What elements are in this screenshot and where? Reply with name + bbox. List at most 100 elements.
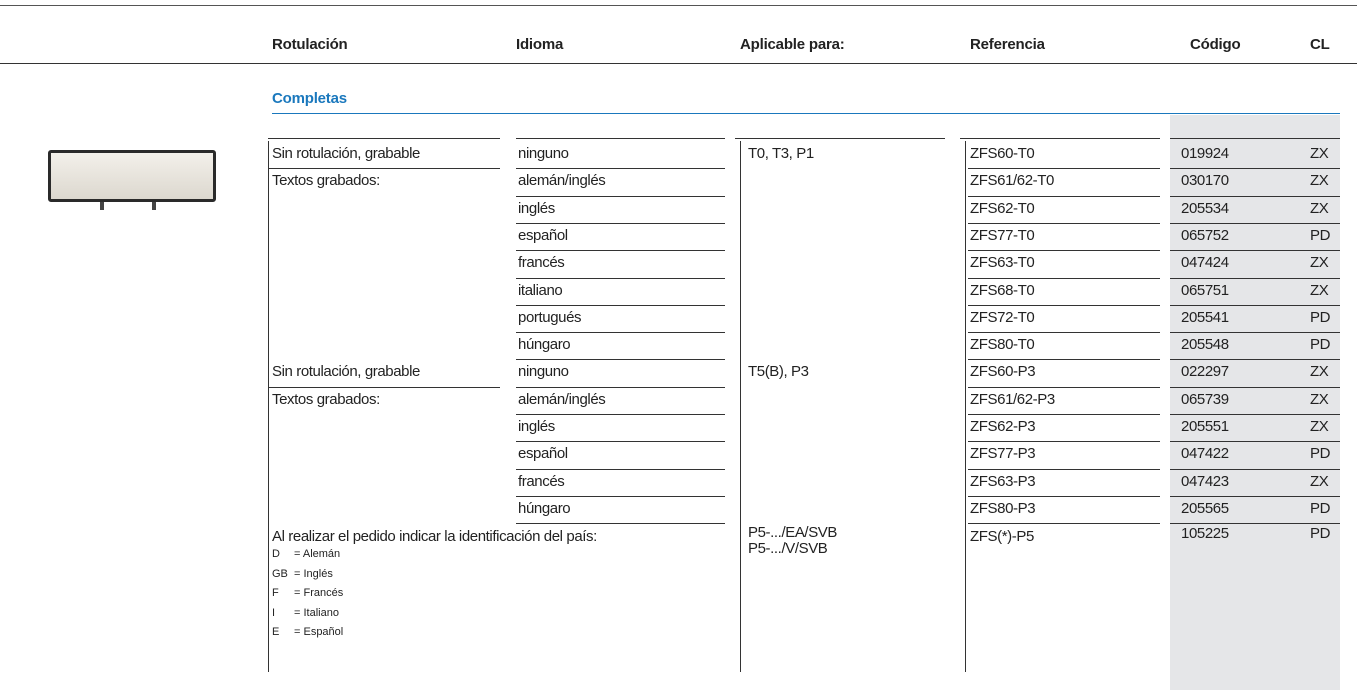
rule [516,304,725,306]
rule [1170,222,1340,224]
rule [516,386,725,388]
reference: ZFS60-P3 [970,363,1036,381]
rule [965,359,966,524]
code: 047423 [1181,472,1229,490]
rule [735,138,945,139]
label: Sin rotulación, grabable [272,363,421,381]
class: PD [1310,445,1331,463]
rule [1170,495,1340,497]
rule [968,304,1160,306]
rule [1170,250,1340,252]
class: ZX [1310,418,1329,435]
code: 022297 [1181,363,1229,381]
column-header: Rotulación [272,36,348,53]
rule [965,523,966,672]
class: ZX [1310,281,1329,299]
rule [516,359,725,361]
column-header: Referencia [970,36,1045,53]
country-name: = Inglés [294,567,333,580]
reference: ZFS62-T0 [970,199,1035,217]
gray-column [1170,115,1340,690]
language: inglés [518,418,555,435]
image-leg [152,202,156,210]
rule [968,386,1160,388]
reference: ZFS80-P3 [970,499,1036,517]
language: alemán/inglés [518,390,606,408]
image-leg [100,202,104,210]
section-title: Completas [272,90,347,107]
country-code: D [272,548,280,561]
rule [516,250,725,252]
code: 205565 [1181,499,1229,517]
rule [968,359,1160,361]
code: 065739 [1181,390,1229,408]
country-code: F [272,587,279,600]
class: ZX [1310,363,1329,381]
rule [268,138,500,139]
reference: ZFS(*)-P5 [970,528,1034,546]
rule [268,386,500,388]
code: 047422 [1181,445,1229,463]
rule [1170,523,1340,525]
top-rule [0,5,1357,6]
rule [516,495,725,497]
rule [968,168,1160,170]
language: ninguno [518,145,569,162]
rule [968,332,1160,334]
class: ZX [1310,172,1329,190]
reference: ZFS60-T0 [970,145,1035,162]
rule [1170,359,1340,361]
reference: ZFS68-T0 [970,281,1035,299]
class: PD [1310,226,1331,244]
label: Sin rotulación, grabable [272,145,421,162]
country-name: = Español [294,626,344,639]
applicable: P5-.../EA/SVB [748,524,838,542]
language: alemán/inglés [518,172,606,190]
rule [968,195,1160,197]
rule [960,138,1160,139]
class: PD [1310,525,1331,543]
rule [516,168,725,170]
reference: ZFS61/62-T0 [970,172,1054,190]
rule [740,523,741,672]
rule [740,359,741,524]
rule [968,222,1160,224]
rule [516,277,725,279]
rule [1170,168,1340,170]
class: ZX [1310,254,1329,272]
country-name: = Italiano [294,606,339,619]
class: ZX [1310,390,1329,408]
language: portugués [518,308,582,326]
reference: ZFS61/62-P3 [970,390,1055,408]
product-image [48,150,216,202]
rule [516,523,725,525]
rule [516,332,725,334]
rule [1170,277,1340,279]
class: ZX [1310,145,1329,162]
rule [1170,138,1340,139]
rule [968,523,1160,525]
class: ZX [1310,472,1329,490]
rule [1170,414,1340,415]
column-header: Código [1190,36,1241,53]
label: Textos grabados: [272,390,380,408]
country-code: I [272,606,276,619]
rule [516,138,725,139]
rule [1170,304,1340,306]
rule [740,141,741,360]
country-code: E [272,626,280,639]
rule [1170,468,1340,470]
reference: ZFS72-T0 [970,308,1035,326]
rule [268,359,269,524]
reference: ZFS63-P3 [970,472,1036,490]
code: 205548 [1181,336,1229,354]
rule [968,250,1160,252]
rule [268,141,269,360]
language: húngaro [518,499,571,517]
rule [516,441,725,443]
class: PD [1310,308,1331,326]
class: ZX [1310,199,1329,217]
code: 205534 [1181,199,1229,217]
country-code: GB [272,567,288,580]
note: Al realizar el pedido indicar la identif… [272,528,597,546]
